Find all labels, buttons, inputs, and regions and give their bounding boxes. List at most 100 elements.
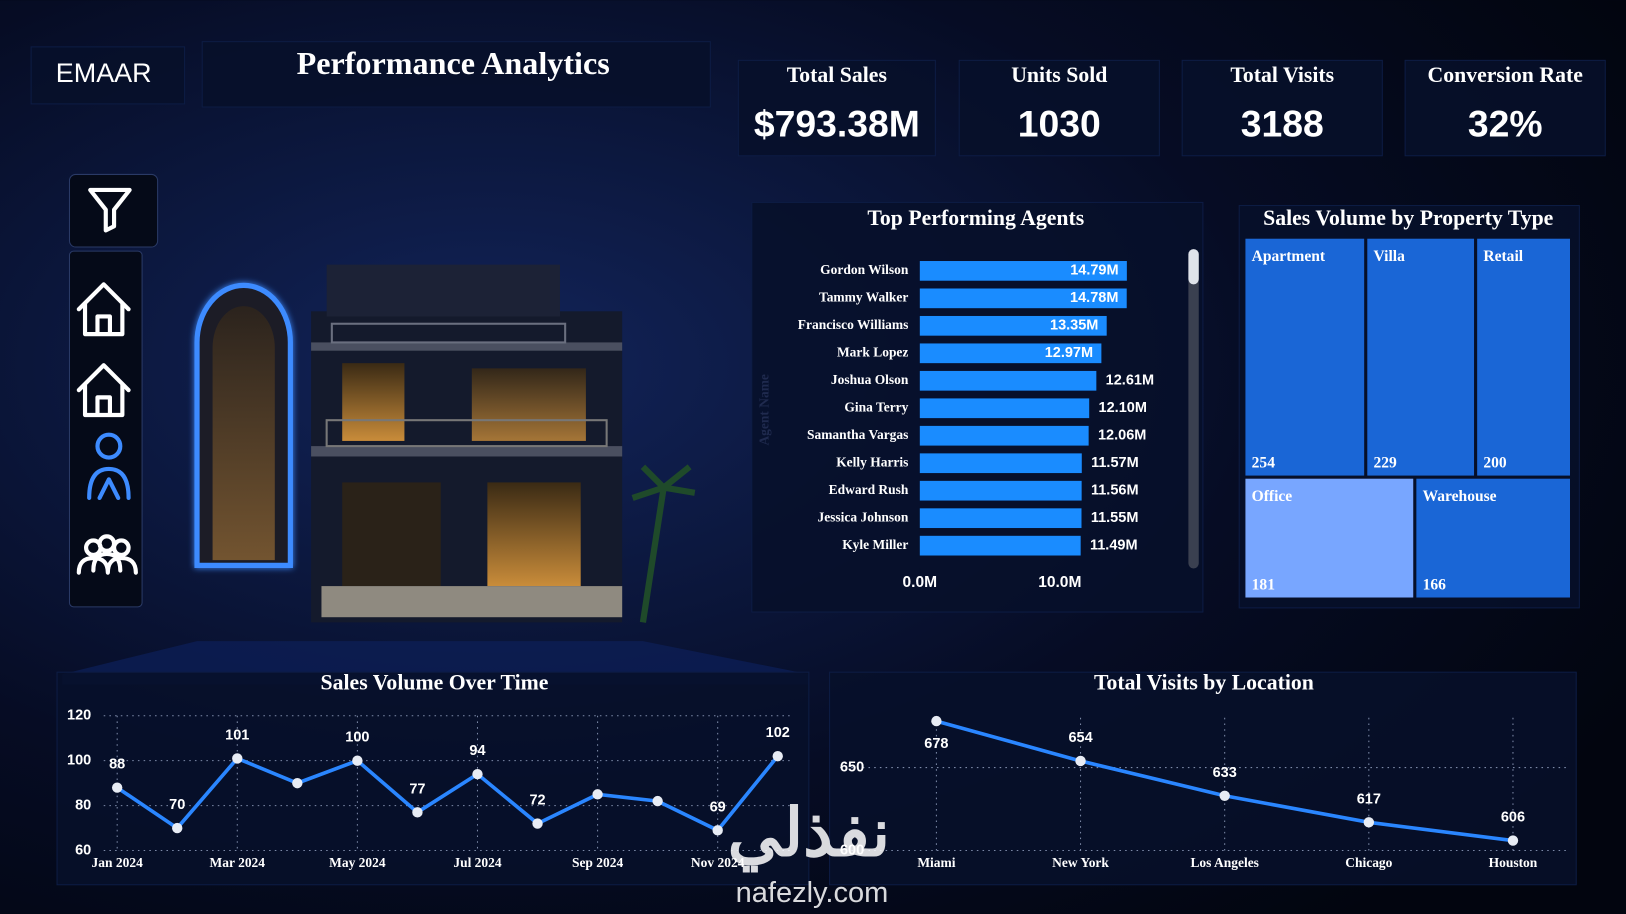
y-tick-label: 650 [840, 759, 864, 775]
point [931, 715, 942, 727]
point [532, 818, 543, 829]
kpi-value: $793.38M [754, 103, 920, 145]
data-label: 12.06M [1098, 428, 1146, 444]
y-tick-label: 120 [67, 708, 91, 724]
x-tick-label: New York [1052, 855, 1109, 870]
y-tick-label: 60 [75, 842, 91, 858]
treemap-cell [1477, 238, 1571, 476]
bar [919, 453, 1082, 474]
x-tick-label: Houston [1489, 855, 1538, 870]
kpi-label: Total Visits [1230, 63, 1334, 87]
bar [919, 535, 1081, 556]
bar [919, 508, 1082, 529]
x-tick-label: Nov 2024 [691, 855, 745, 870]
x-tick-label: Jan 2024 [92, 855, 144, 870]
point [292, 777, 303, 789]
data-label: 102 [766, 725, 790, 741]
data-label: 12.10M [1099, 400, 1147, 416]
chart-title: Total Visits by Location [1094, 671, 1314, 695]
data-label: 12.61M [1106, 373, 1154, 389]
data-label: 11.49M [1090, 537, 1138, 553]
data-label: 100 [345, 730, 369, 746]
bar [919, 315, 1107, 336]
data-label: 14.79M [1070, 263, 1118, 279]
x-tick-label: Mar 2024 [210, 855, 266, 870]
charts: Top Performing Agents Agent Name Gordon Wi… [56, 201, 1580, 886]
watermark-site: nafezly.com [736, 877, 889, 909]
chart-panel [829, 671, 1577, 886]
y-tick-label: Kyle Miller [842, 537, 908, 552]
data-label: 69 [710, 799, 726, 815]
data-label: 94 [469, 743, 485, 759]
cell-value: 166 [1423, 577, 1447, 594]
x-tick-label: May 2024 [329, 855, 386, 870]
point [472, 768, 483, 780]
nav-team[interactable] [76, 534, 138, 575]
point [592, 789, 603, 800]
nav-properties[interactable] [76, 363, 131, 418]
data-label: 11.56M [1091, 483, 1139, 499]
point [772, 750, 783, 762]
y-tick-label: 80 [75, 797, 91, 813]
point [1507, 835, 1519, 846]
point [652, 795, 663, 807]
bar [919, 398, 1090, 419]
point [1363, 817, 1375, 828]
nav-bar [68, 250, 143, 608]
x-tick-label: 10.0M [1038, 574, 1081, 591]
point [232, 753, 243, 764]
nav-home[interactable] [76, 282, 131, 337]
treemap-cell [1367, 238, 1475, 476]
scrollbar-thumb[interactable] [1188, 249, 1199, 285]
data-label: 70 [169, 797, 185, 813]
data-label: 14.78M [1070, 290, 1118, 306]
kpi-card [737, 59, 936, 157]
kpi-value: 32% [1468, 103, 1543, 145]
line [116, 755, 780, 833]
brand: EMAAR [56, 58, 152, 88]
data-label: 72 [529, 793, 545, 809]
cell-value: 254 [1252, 455, 1276, 472]
x-tick-label: Los Angeles [1190, 855, 1258, 870]
data-label: 606 [1501, 810, 1525, 826]
data-label: 11.55M [1091, 510, 1139, 526]
treemap-cell [1245, 238, 1365, 476]
data-label: 77 [409, 781, 425, 797]
y-tick-label: Joshua Olson [831, 372, 909, 387]
x-tick-label: Jul 2024 [453, 855, 502, 870]
data-label: 12.97M [1045, 345, 1093, 361]
treemap-cell [1416, 478, 1571, 598]
kpi-label: Conversion Rate [1428, 63, 1584, 87]
kpi-label: Units Sold [1011, 63, 1107, 87]
y-axis-title: Agent Name [756, 374, 771, 445]
cell-label: Warehouse [1423, 488, 1497, 505]
x-tick-label: 0.0M [903, 574, 938, 591]
cell-label: Office [1252, 488, 1293, 505]
kpi-value: 3188 [1241, 103, 1324, 145]
y-tick-label: Mark Lopez [837, 344, 908, 359]
cell-label: Villa [1374, 248, 1406, 265]
nav-agent[interactable] [87, 432, 131, 501]
kpi-card [958, 59, 1160, 157]
dashboard-title: Performance Analytics [297, 45, 610, 81]
point [1075, 755, 1086, 767]
chart-title: Sales Volume by Property Type [1263, 206, 1554, 230]
bar [919, 343, 1102, 364]
x-tick-label: Miami [917, 855, 955, 870]
kpi-card [1181, 59, 1383, 157]
chart-panel [56, 671, 810, 886]
bar [919, 288, 1127, 309]
point [111, 782, 123, 793]
treemap-cell [1245, 478, 1414, 598]
point [172, 822, 183, 834]
data-label: 678 [924, 736, 948, 752]
cell-value: 200 [1483, 455, 1507, 472]
bar [919, 370, 1097, 391]
y-tick-label: 600 [840, 842, 864, 858]
y-tick-label: Jessica Johnson [817, 509, 908, 524]
filter-icon [88, 187, 132, 233]
kpi-row: Total Sales $793.38M Units Sold 1030 Total V… [737, 59, 1606, 157]
data-label: 633 [1213, 765, 1237, 781]
data-label: 617 [1357, 791, 1381, 807]
